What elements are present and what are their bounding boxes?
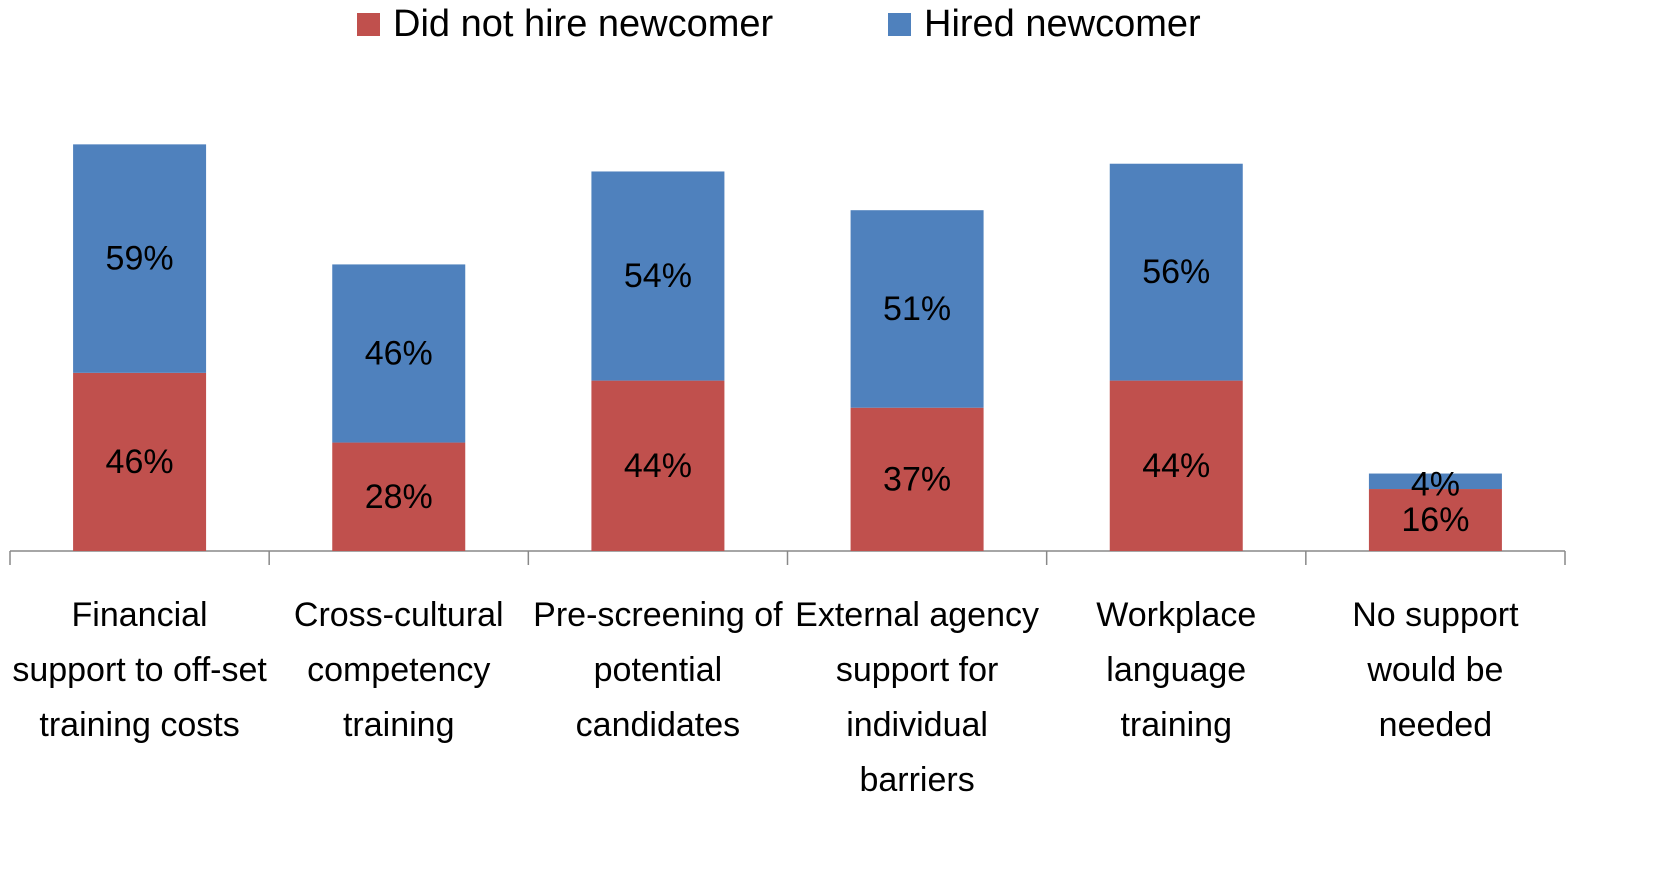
data-label: 28% [365,478,433,516]
legend-swatch [357,13,380,36]
bar-segment [332,442,466,551]
data-label: 46% [106,443,174,481]
data-label: 51% [883,290,951,328]
bar-segment [1368,489,1502,551]
data-label: 44% [624,447,692,485]
bar-segment [73,144,207,373]
bar-segment [591,171,725,381]
data-label: 4% [1411,466,1460,504]
bar-segment [850,210,984,408]
bar-segment [1109,380,1243,551]
data-label: 59% [106,240,174,278]
bar-segment [332,264,466,443]
bar-segment [1368,473,1502,490]
x-tick-label: Cross-cultural competency training [293,596,504,744]
data-label: 16% [1401,501,1469,539]
x-tick-label: Workplace language training [1096,596,1257,744]
legend-label: Hired newcomer [924,3,1201,45]
bar-segment [591,380,725,551]
legend-swatch [888,13,911,36]
x-tick-label: External agency support for individual b… [795,596,1039,799]
data-label: 37% [883,460,951,498]
bar-segment [1109,163,1243,381]
x-tick-label: Pre-screening of potential candidates [533,596,783,744]
bar-segment [73,372,207,551]
x-tick-label: No support would be needed [1352,596,1519,744]
data-label: 54% [624,257,692,295]
legend-label: Did not hire newcomer [393,3,774,45]
data-label: 56% [1142,253,1210,291]
data-label: 46% [365,334,433,372]
bar-segment [850,407,984,551]
x-tick-label: Financial support to off-set training co… [12,596,267,744]
data-label: 44% [1142,447,1210,485]
